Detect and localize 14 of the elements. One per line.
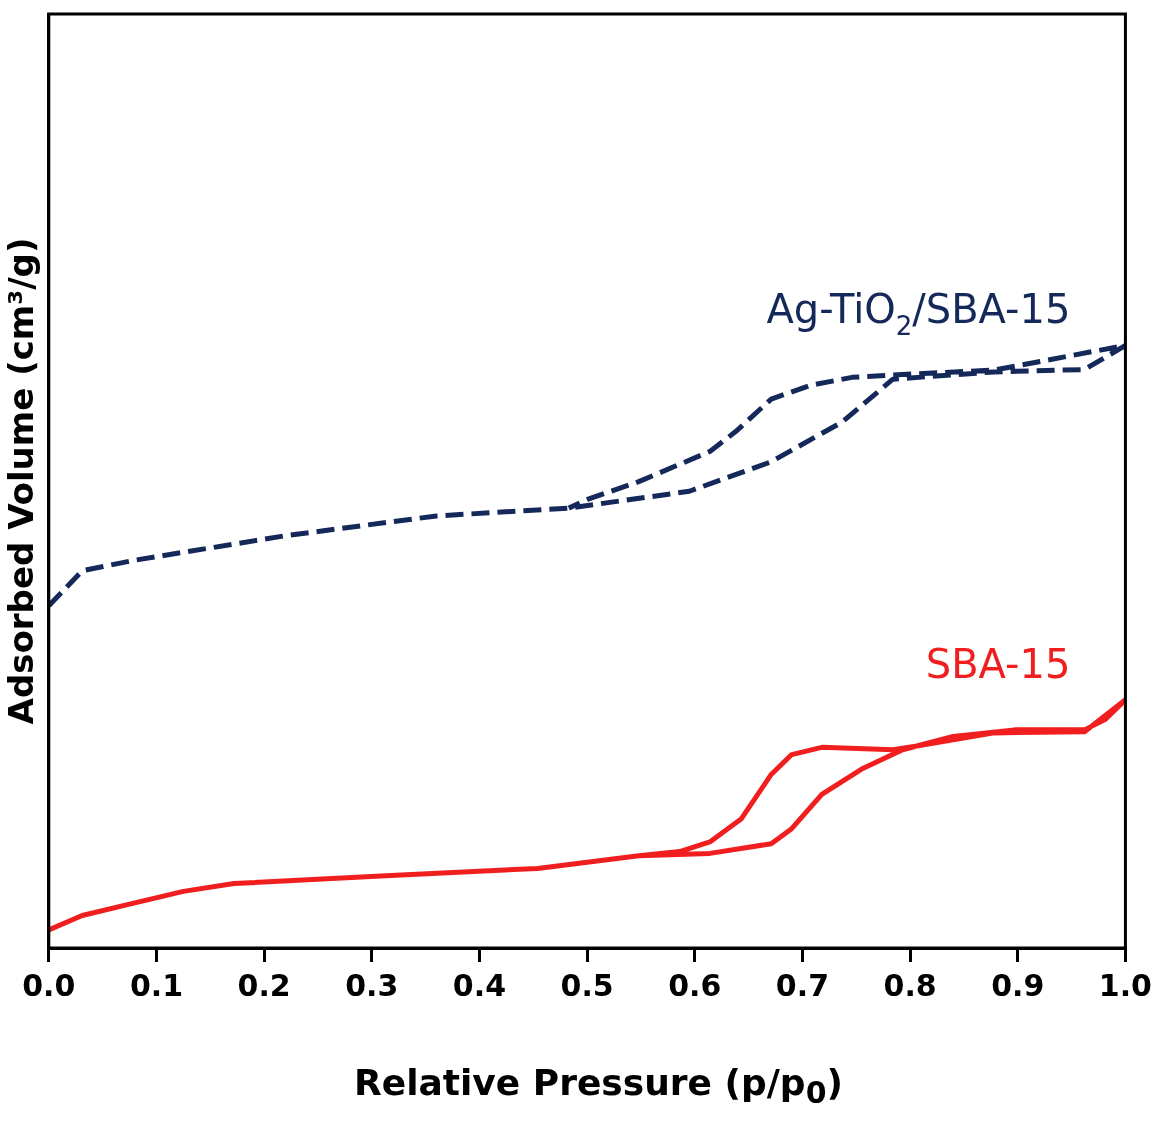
series-label: SBA-15 xyxy=(925,640,1071,687)
y-axis-title: Adsorbed Volume (cm³/g) xyxy=(1,237,42,725)
x-tick-label: 0.1 xyxy=(129,967,184,1003)
x-tick-label: 0.2 xyxy=(237,967,291,1003)
x-tick-label: 0.8 xyxy=(883,967,937,1003)
x-tick-label: 0.4 xyxy=(452,967,507,1003)
x-tick-label: 1.0 xyxy=(1098,967,1153,1003)
x-tick-label: 0.0 xyxy=(22,967,76,1003)
x-tick-label: 0.3 xyxy=(345,967,399,1003)
x-tick-label: 0.6 xyxy=(668,967,722,1003)
x-tick-label: 0.5 xyxy=(560,967,614,1003)
x-axis-title: Relative Pressure (p/p$_{0}$) xyxy=(353,1062,844,1111)
x-tick-label: 0.9 xyxy=(991,967,1045,1003)
x-tick-label: 0.7 xyxy=(775,967,830,1003)
